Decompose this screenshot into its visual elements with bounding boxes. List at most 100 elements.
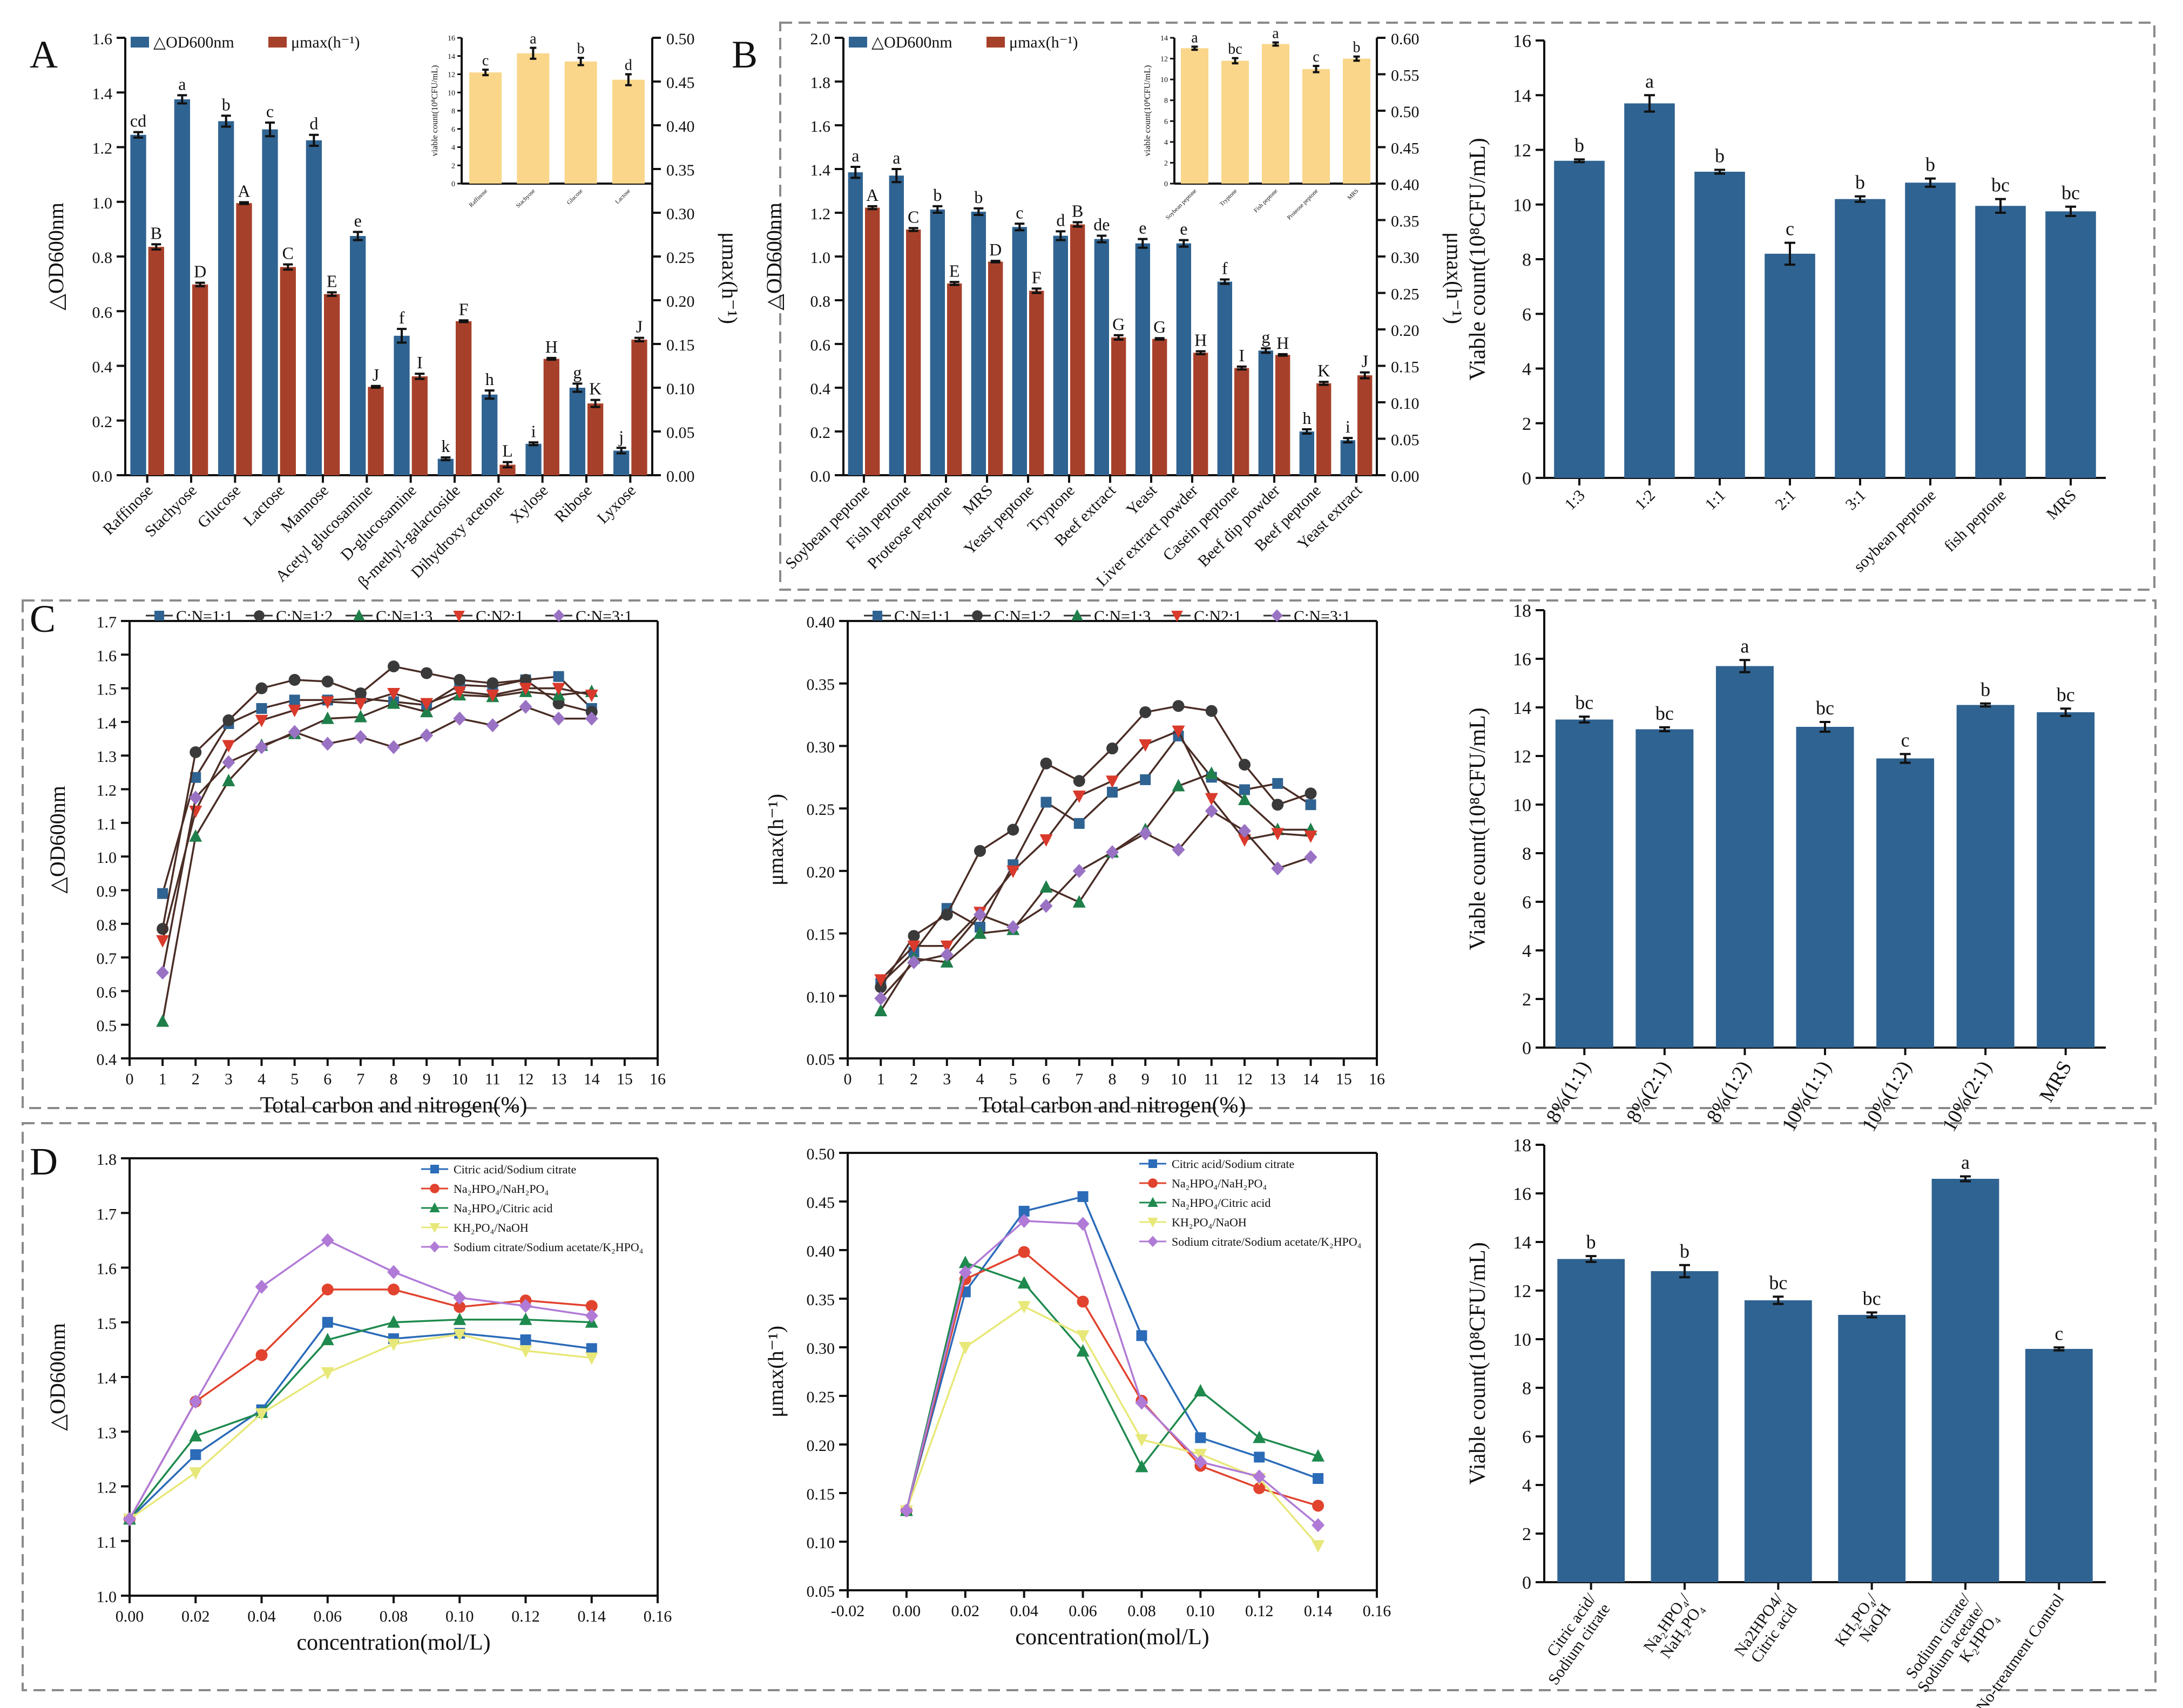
- chart-d3: 0 2 4 6 8 10 12 14 16 18 Viable count(10⁸CFU/mL) b C…: [1465, 1136, 2106, 1708]
- chart-b1-sig-label: G: [1112, 314, 1125, 334]
- chart-d3-x-tick-label: Na₂HPO₄/NaH₂PO₄: [1640, 1590, 1707, 1666]
- chart-a-x-tick-label: Lyxose: [594, 482, 640, 528]
- chart-b2-bar: [1835, 199, 1885, 478]
- chart-c2-x-tick-label: 5: [1009, 1070, 1017, 1088]
- chart-c2-point: [1072, 863, 1086, 878]
- chart-c1-x-tick-label: 6: [323, 1070, 332, 1088]
- chart-c2-point: [941, 908, 953, 921]
- chart-b1-inset-sig-label: b: [1353, 39, 1361, 56]
- chart-d2-x-tick-label: 0.04: [1010, 1602, 1038, 1620]
- chart-a-inset-x-tick-label: Stachyose: [515, 188, 536, 210]
- chart-d2-point: [1018, 1206, 1030, 1217]
- chart-c3-x-tick-label: 8%(1:2): [1702, 1057, 1756, 1127]
- chart-c2-y-tick-label: 0.30: [807, 738, 835, 756]
- chart-a-bar-mu: [456, 321, 472, 475]
- chart-c1-point: [454, 674, 466, 686]
- chart-d2: 0.05 0.10 0.15 0.20 0.25 0.30 0.35 0.40 0.45 0.50…: [763, 1145, 1391, 1650]
- chart-d2-point: [1312, 1500, 1324, 1512]
- chart-c1-y-label: △OD600nm: [45, 786, 70, 894]
- chart-c2-point: [1139, 706, 1152, 718]
- chart-c2-point: [974, 845, 986, 857]
- chart-c1-x-tick-label: 11: [485, 1070, 501, 1088]
- chart-a-inset: 0 2 4 6 8 10 12 14 16 viable count(10⁸CFU/mL) c Raf…: [430, 31, 652, 210]
- chart-c2-x-tick-label: 1: [877, 1070, 885, 1088]
- chart-b1-bar-od: [930, 209, 945, 475]
- chart-c1: 0.4 0.5 0.6 0.7 0.8 0.9 1.0 1.1 1.2 1.3 1.4 1.5 1.6 1…: [45, 607, 666, 1118]
- panel-label-c: C: [30, 597, 56, 640]
- chart-d3-bar: [1838, 1315, 1906, 1582]
- chart-c2-y-tick-label: 0.15: [807, 926, 835, 944]
- chart-b2-sig-label: c: [1786, 218, 1794, 240]
- chart-d3-y-tick-label: 6: [1522, 1427, 1531, 1447]
- panel-d-frame: [22, 1122, 2157, 1691]
- chart-b1-y2-tick-label: 0.05: [1391, 431, 1420, 449]
- chart-b1-inset-y-tick-label: 8: [1164, 97, 1168, 105]
- chart-b1-y2-label: μmax(h⁻¹): [1442, 232, 1466, 324]
- chart-a-bar-od: [350, 236, 366, 475]
- chart-d1-point: [585, 1352, 598, 1365]
- chart-d1-point: [189, 1429, 202, 1442]
- chart-c2-point: [907, 955, 921, 969]
- chart-c2-legend-label: C:N=1:3: [1094, 607, 1151, 625]
- chart-c2-point: [1304, 850, 1317, 865]
- chart-d2-legend-point: [1148, 1178, 1158, 1188]
- chart-c2-point: [1304, 831, 1317, 843]
- chart-a-bar-od: [130, 134, 146, 475]
- chart-b1-bar-mu: [1111, 337, 1126, 475]
- chart-d2-point: [1135, 1395, 1148, 1410]
- chart-c2-point: [1305, 787, 1317, 800]
- chart-c1-legend-point: [353, 609, 365, 620]
- chart-b2-y-tick-label: 8: [1522, 250, 1531, 270]
- chart-d2-point: [1135, 1460, 1148, 1473]
- chart-c2-point: [1238, 823, 1251, 838]
- chart-c2-x-tick-label: 6: [1042, 1070, 1050, 1088]
- chart-d3-bar: [1557, 1259, 1625, 1582]
- chart-b1-bar-mu: [865, 207, 880, 475]
- chart-d2-point: [1017, 1301, 1031, 1314]
- chart-c1-y-tick-label: 1.5: [97, 681, 117, 699]
- chart-b2-y-tick-label: 4: [1522, 360, 1531, 380]
- chart-a-legend-swatch-od: [131, 37, 149, 48]
- chart-a-inset-sig-label: c: [482, 52, 489, 69]
- chart-c1-point: [190, 772, 201, 783]
- chart-c1-point: [255, 740, 268, 754]
- chart-d3-y-tick-label: 10: [1513, 1330, 1531, 1350]
- chart-a-y-tick-label: 0.8: [92, 249, 113, 267]
- chart-a-inset-y-label: viable count(10⁸CFU/mL): [430, 65, 440, 157]
- chart-c2-legend-point: [1271, 609, 1283, 622]
- chart-a-inset-y-tick-label: 8: [451, 107, 455, 116]
- chart-a-bar-mu: [411, 376, 428, 475]
- chart-c2-series-line: [880, 730, 1311, 981]
- chart-d2-x-tick-label: 0.06: [1069, 1602, 1097, 1620]
- chart-a-bar-od: [306, 140, 322, 475]
- chart-c1-y-tick-label: 1.3: [97, 748, 117, 766]
- chart-b1-y-tick-label: 0.8: [810, 293, 831, 310]
- chart-d1-point: [519, 1312, 532, 1325]
- chart-c3-y-tick-label: 8: [1522, 844, 1531, 864]
- chart-d1-point: [255, 1349, 268, 1361]
- chart-d2-y-label: μmax(h⁻¹): [763, 1326, 788, 1417]
- chart-d2-y-tick-label: 0.20: [807, 1437, 835, 1455]
- chart-d1-x-tick-label: 0.12: [511, 1608, 540, 1625]
- chart-a-inset-y-tick-label: 4: [451, 144, 455, 152]
- chart-c2-point: [1272, 799, 1284, 811]
- chart-c2-point: [974, 926, 986, 939]
- chart-c1-point: [156, 1014, 170, 1027]
- panel-label-b: B: [732, 33, 758, 76]
- chart-c1-x-tick-label: 0: [126, 1070, 134, 1088]
- chart-a-y2-tick-label: 0.45: [666, 74, 695, 92]
- chart-d1-point: [387, 1265, 400, 1279]
- chart-b2-bar: [1554, 160, 1605, 478]
- chart-a-inset-bar: [564, 61, 597, 184]
- chart-c1-point: [321, 711, 334, 724]
- chart-a-y2-tick-label: 0.35: [666, 161, 695, 179]
- chart-c2-point: [1172, 700, 1185, 712]
- chart-c2-x-tick-label: 8: [1109, 1070, 1117, 1088]
- chart-c1-point: [453, 711, 467, 726]
- chart-d2-y-tick-label: 0.25: [807, 1388, 835, 1406]
- chart-a-sig-label: c: [266, 102, 274, 121]
- chart-c1-point: [388, 660, 400, 673]
- chart-c1-point: [420, 728, 434, 742]
- chart-b2-y-tick-label: 16: [1513, 31, 1531, 51]
- chart-c2-point: [974, 907, 986, 922]
